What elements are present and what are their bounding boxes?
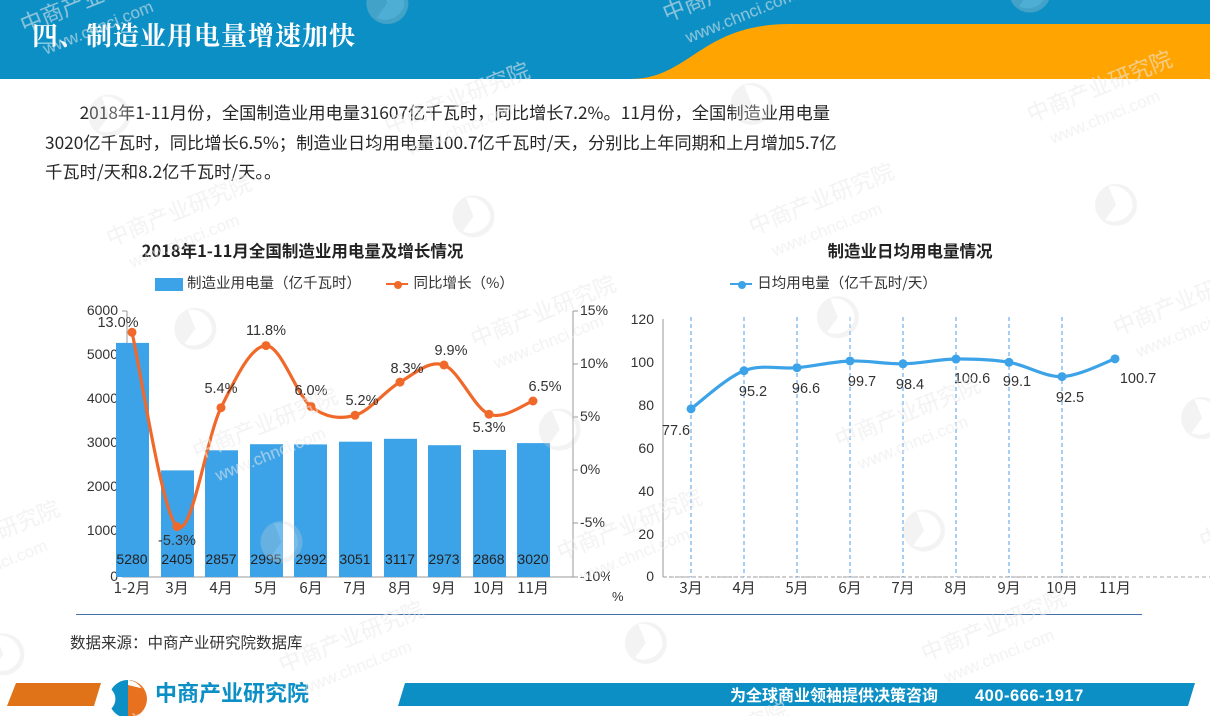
svg-text:2868: 2868 [473,551,504,567]
svg-text:10月: 10月 [1046,577,1078,598]
svg-text:4月: 4月 [732,577,755,598]
svg-text:7月: 7月 [891,577,914,598]
svg-text:中商产业研究院: 中商产业研究院 [155,676,309,708]
svg-text:7月: 7月 [343,577,366,598]
svg-text:3051: 3051 [339,551,370,567]
svg-text:11月: 11月 [1099,577,1131,598]
svg-text:15%: 15% [580,305,608,318]
svg-text:13.0%: 13.0% [97,315,138,331]
svg-text:11月: 11月 [517,577,549,598]
svg-text:3117: 3117 [385,551,415,567]
svg-text:95.2: 95.2 [739,384,767,400]
svg-text:100.6: 100.6 [954,371,990,387]
svg-text:100.7: 100.7 [1120,371,1156,387]
svg-text:0: 0 [646,568,654,584]
svg-text:99.1: 99.1 [1003,374,1031,390]
svg-text:6月: 6月 [838,577,861,598]
svg-text:5月: 5月 [785,577,808,598]
svg-text:8月: 8月 [944,577,967,598]
svg-text:-10%: -10% [580,568,610,584]
svg-text:4月: 4月 [209,577,232,598]
svg-text:5000: 5000 [87,346,118,362]
svg-text:8月: 8月 [388,577,411,598]
svg-text:3000: 3000 [87,434,118,450]
svg-text:1000: 1000 [87,522,118,538]
svg-text:0%: 0% [580,461,600,477]
svg-text:400-666-1917: 400-666-1917 [975,687,1084,705]
svg-text:9月: 9月 [997,577,1020,598]
svg-text:5月: 5月 [254,577,277,598]
svg-text:1-2月: 1-2月 [114,577,151,598]
svg-text:2995: 2995 [250,551,281,567]
svg-text:-5.3%: -5.3% [158,533,196,549]
svg-text:40: 40 [638,483,654,499]
svg-text:80: 80 [638,397,654,413]
svg-text:8.3%: 8.3% [390,361,423,377]
svg-text:%: % [612,589,624,604]
svg-text:5.2%: 5.2% [345,393,378,409]
svg-text:96.6: 96.6 [792,381,820,397]
svg-text:92.5: 92.5 [1056,390,1084,406]
svg-text:10月: 10月 [473,577,505,598]
svg-text:11.8%: 11.8% [246,323,286,339]
svg-text:20: 20 [638,526,654,542]
svg-text:10%: 10% [580,355,608,371]
svg-text:77.6: 77.6 [662,423,690,439]
svg-text:2992: 2992 [295,551,326,567]
svg-text:3020: 3020 [517,551,548,567]
svg-text:5.3%: 5.3% [472,420,505,436]
svg-text:9月: 9月 [432,577,455,598]
svg-text:6月: 6月 [299,577,322,598]
svg-text:5.4%: 5.4% [204,381,237,397]
svg-text:6.0%: 6.0% [294,383,327,399]
svg-text:2405: 2405 [161,551,192,567]
svg-text:6.5%: 6.5% [528,379,561,395]
svg-text:2973: 2973 [428,551,459,567]
svg-text:99.7: 99.7 [848,374,876,390]
svg-text:-5%: -5% [580,514,605,530]
svg-text:98.4: 98.4 [896,377,924,393]
svg-text:120: 120 [631,311,655,327]
svg-text:100: 100 [631,354,655,370]
svg-text:2000: 2000 [87,478,118,494]
svg-text:60: 60 [638,440,654,456]
svg-text:5%: 5% [580,408,600,424]
svg-text:2857: 2857 [205,551,236,567]
svg-text:3月: 3月 [679,577,702,598]
svg-text:3月: 3月 [165,577,188,598]
svg-text:4000: 4000 [87,390,118,406]
svg-text:5280: 5280 [116,551,147,567]
svg-text:为全球商业领袖提供决策咨询: 为全球商业领袖提供决策咨询 [730,682,938,706]
svg-text:9.9%: 9.9% [434,343,467,359]
